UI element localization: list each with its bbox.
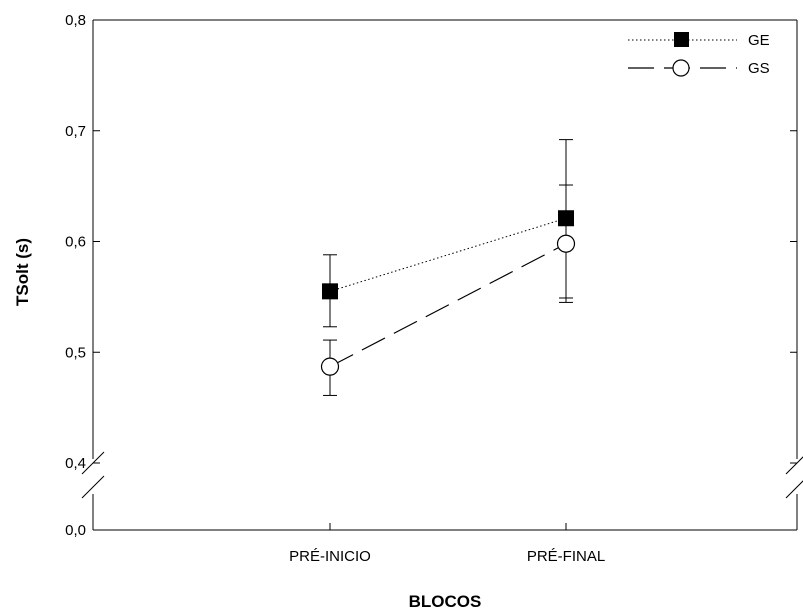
legend: GE GS xyxy=(628,32,770,77)
legend-marker-gs xyxy=(672,59,690,77)
axis-break-left-bottom xyxy=(81,475,105,499)
marker-gs-1 xyxy=(556,234,576,253)
legend-label-gs: GS xyxy=(748,60,770,77)
y-tick-label-5: 0,8 xyxy=(65,12,86,29)
series-line-gs xyxy=(329,243,567,368)
x-tick-label-0: PRÉ-INICIO xyxy=(289,548,371,565)
legend-item-ge: GE xyxy=(628,32,770,49)
marker-ge-0 xyxy=(322,283,338,300)
x-tick-label-1: PRÉ-FINAL xyxy=(527,548,605,565)
x-axis-ticks: PRÉ-INICIO PRÉ-FINAL xyxy=(289,523,605,565)
y-tick-label-1: 0,4 xyxy=(65,455,86,472)
y-axis-title: TSolt (s) xyxy=(13,238,32,306)
marker-gs-0 xyxy=(320,357,340,376)
series-line-ge xyxy=(329,217,567,292)
y-tick-label-0: 0,0 xyxy=(65,522,86,539)
y-tick-label-4: 0,7 xyxy=(65,123,86,140)
y-tick-label-3: 0,6 xyxy=(65,234,86,251)
series-layer xyxy=(320,139,576,396)
plot-frame xyxy=(81,19,803,531)
axis-break-right-bottom xyxy=(785,480,803,499)
y-tick-label-2: 0,5 xyxy=(65,344,86,361)
legend-item-gs: GS xyxy=(628,59,770,77)
y-axis-ticks: 0,0 0,4 0,5 0,6 0,7 0,8 xyxy=(65,12,797,539)
legend-label-ge: GE xyxy=(748,32,770,49)
legend-marker-ge xyxy=(674,32,689,47)
x-axis-title: BLOCOS xyxy=(409,592,482,611)
